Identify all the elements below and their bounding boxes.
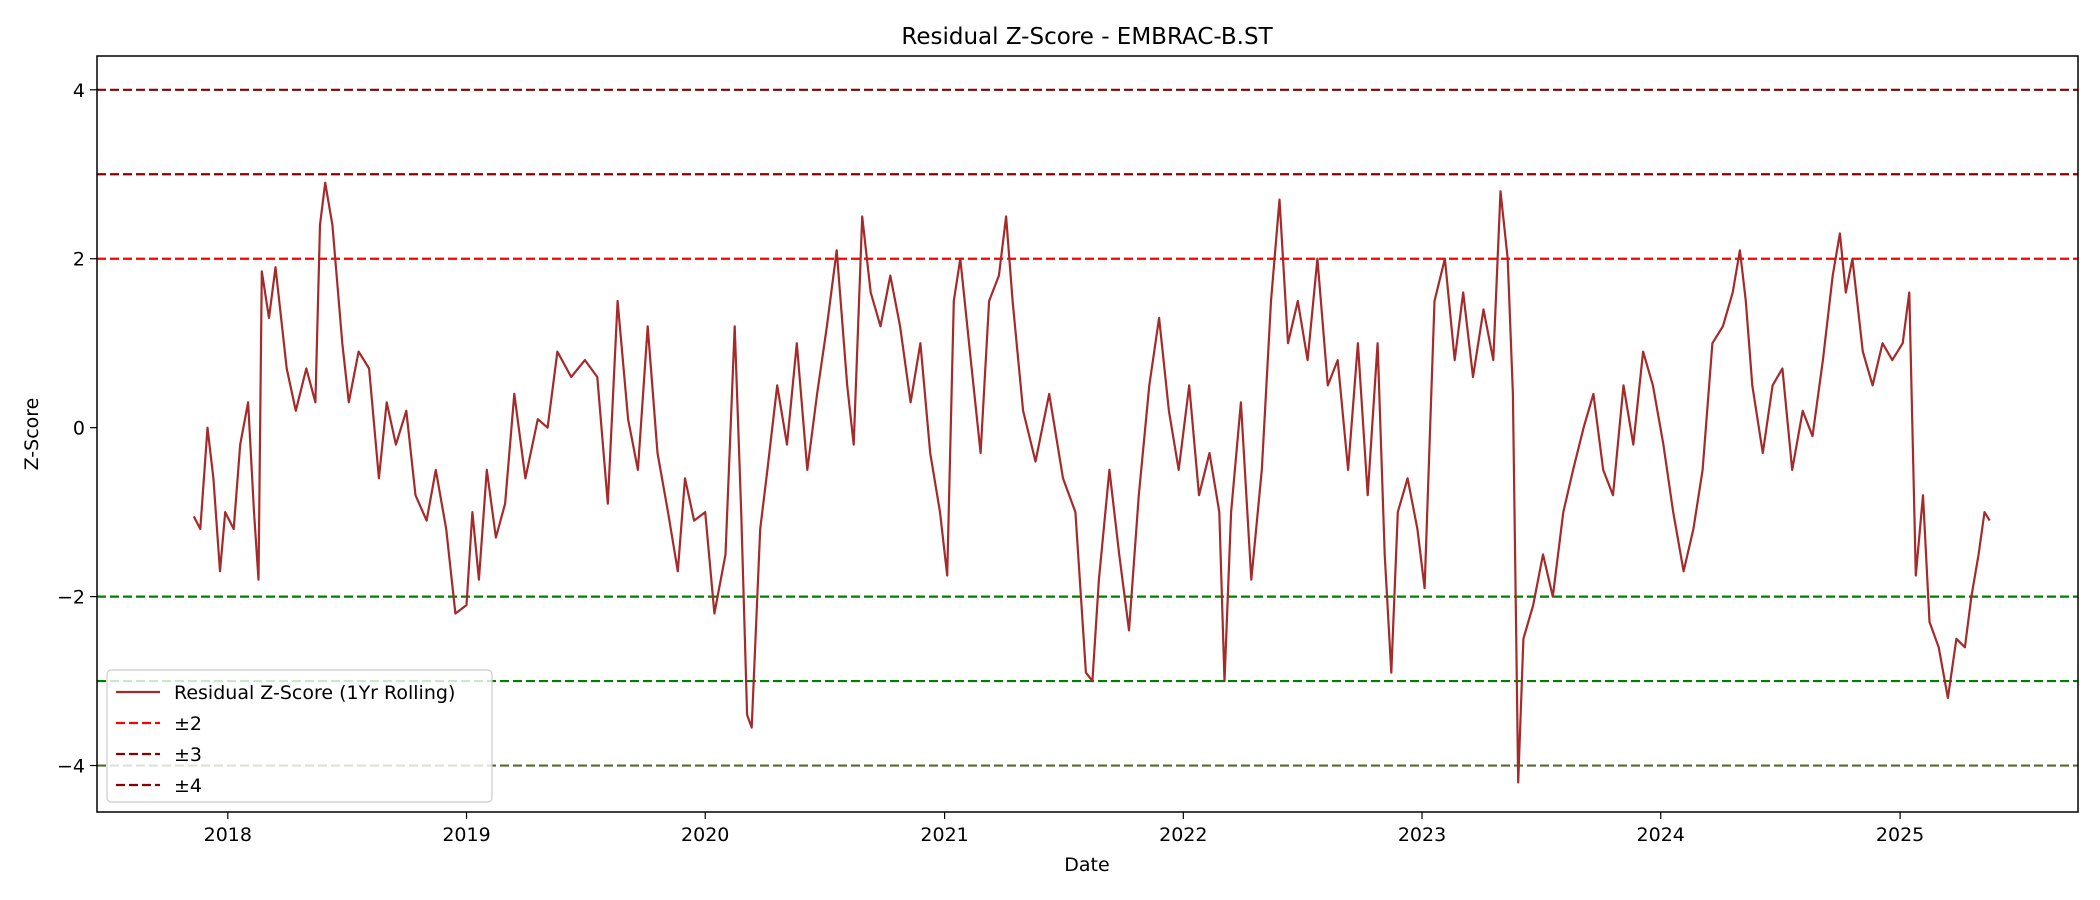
- x-axis-label: Date: [1064, 854, 1109, 876]
- series-line: [192, 181, 1991, 784]
- chart-title: Residual Z-Score - EMBRAC-B.ST: [901, 24, 1273, 50]
- x-tick-label: 2024: [1637, 824, 1685, 846]
- series-layer: [192, 181, 1991, 784]
- legend-label: ±4: [174, 775, 202, 797]
- legend-label: Residual Z-Score (1Yr Rolling): [174, 682, 455, 704]
- x-tick-label: 2018: [204, 824, 252, 846]
- x-tick-label: 2021: [920, 824, 968, 846]
- reference-lines: [97, 88, 2078, 767]
- legend-label: ±3: [174, 744, 202, 766]
- legend-box: [106, 669, 493, 803]
- x-tick-label: 2022: [1159, 824, 1207, 846]
- x-tick-label: 2023: [1398, 824, 1446, 846]
- x-axis-ticks: 2018 2019 2020 2021 2022 2023 2024 2025: [204, 812, 1924, 846]
- legend: Residual Z-Score (1Yr Rolling) ±2 ±3 ±4: [106, 669, 493, 803]
- y-tick-label: 0: [73, 418, 85, 440]
- y-tick-label: −2: [57, 587, 85, 609]
- y-tick-label: 2: [73, 249, 85, 271]
- y-tick-label: −4: [57, 756, 85, 778]
- y-tick-label: 4: [73, 80, 85, 102]
- legend-label: ±2: [174, 713, 202, 735]
- plot-area-frame: [96, 55, 2079, 813]
- x-tick-label: 2019: [442, 824, 490, 846]
- x-tick-label: 2020: [681, 824, 729, 846]
- y-axis-ticks: −4 −2 0 2 4: [57, 80, 97, 778]
- y-axis-label: Z-Score: [21, 398, 43, 471]
- x-tick-label: 2025: [1876, 824, 1924, 846]
